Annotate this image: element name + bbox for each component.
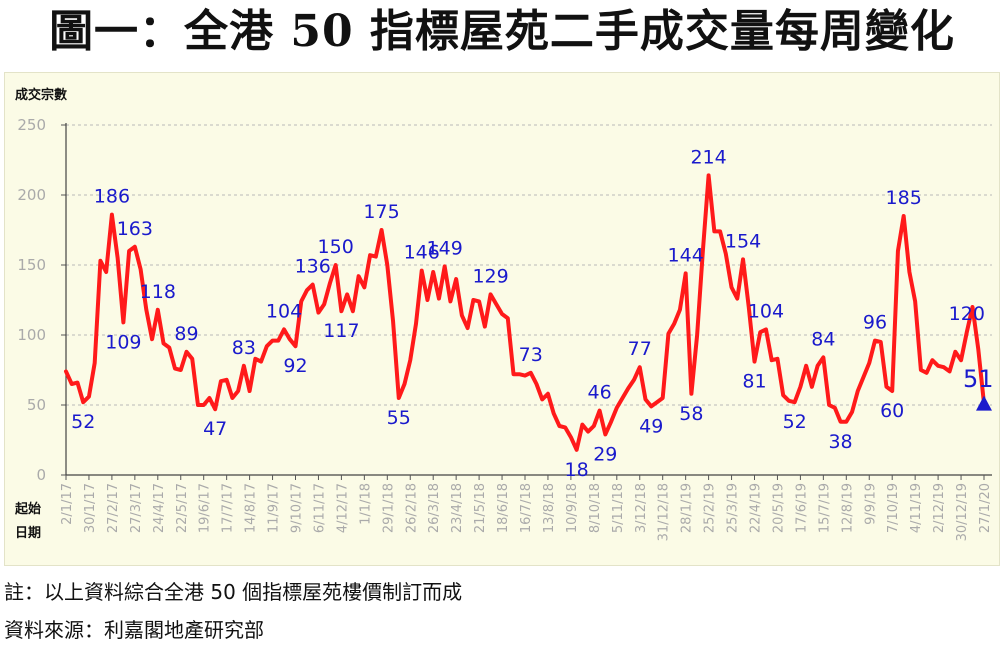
data-label: 52 (71, 411, 95, 433)
data-label: 58 (679, 403, 703, 425)
x-tick-label: 9/10/17 (290, 483, 305, 533)
y-tick-label: 100 (17, 326, 46, 344)
line-chart: 成交宗數 0 50 100 150 200 250 2/1/17 30/1/17 27/2/17 2… (14, 87, 994, 541)
x-tick-label: 20/5/19 (771, 483, 786, 533)
x-tick-label: 27/2/17 (106, 483, 121, 533)
x-tick-label: 18/6/18 (496, 483, 511, 533)
y-tick-label: 0 (36, 466, 46, 484)
x-tick-label: 7/10/19 (886, 483, 901, 533)
x-tick-label: 3/12/18 (634, 483, 649, 533)
x-tick-label: 1/1/18 (358, 483, 373, 525)
y-tick-label: 150 (17, 256, 46, 274)
x-tick-label: 6/11/17 (312, 483, 327, 533)
x-tick-label: 2/12/19 (932, 483, 947, 533)
data-label: 104 (748, 300, 784, 322)
y-tick-label: 250 (17, 116, 46, 134)
x-tick-label: 11/9/17 (267, 483, 282, 533)
data-label: 81 (742, 371, 766, 393)
data-label: 47 (203, 418, 227, 440)
data-label: 136 (295, 256, 331, 278)
data-label: 149 (427, 237, 463, 259)
x-tick-label: 14/8/17 (244, 483, 259, 533)
y-tick-label: 50 (27, 396, 46, 414)
x-tick-label: 9/9/19 (863, 483, 878, 525)
data-label: 52 (783, 411, 807, 433)
data-label: 163 (117, 218, 153, 240)
x-tick-label: 17/6/19 (794, 483, 809, 533)
data-label: 129 (472, 265, 508, 287)
x-tick-label: 23/4/18 (450, 483, 465, 533)
data-label: 49 (639, 415, 663, 437)
x-tick-label: 24/4/17 (152, 483, 167, 533)
x-tick-label: 8/10/18 (588, 483, 603, 533)
x-tick-label: 17/7/17 (221, 483, 236, 533)
data-label: 60 (880, 400, 904, 422)
x-tick-label: 27/1/20 (978, 483, 993, 533)
data-label: 117 (323, 320, 359, 342)
x-tick-label: 12/8/19 (840, 483, 855, 533)
data-label: 150 (318, 236, 354, 258)
data-label: 38 (828, 431, 852, 453)
x-tick-label: 30/12/19 (955, 483, 970, 541)
x-tick-label: 4/11/19 (909, 483, 924, 533)
x-tick-label: 30/1/17 (83, 483, 98, 533)
data-label: 118 (140, 281, 176, 303)
data-label: 96 (863, 312, 887, 334)
data-label: 84 (811, 328, 835, 350)
data-label: 55 (387, 407, 411, 429)
x-tick-label: 5/11/18 (611, 483, 626, 533)
x-tick-label: 26/2/18 (404, 483, 419, 533)
data-label: 146 (404, 242, 440, 264)
x-tick-label: 13/8/18 (542, 483, 557, 533)
y-axis-title: 成交宗數 (15, 87, 67, 103)
last-point-marker (976, 395, 992, 411)
x-tick-label: 31/12/18 (657, 483, 672, 541)
data-label: 154 (725, 230, 761, 252)
x-tick-label: 28/1/19 (680, 483, 695, 533)
x-tick-label: 25/2/19 (703, 483, 718, 533)
x-tick-label: 16/7/18 (519, 483, 534, 533)
x-tick-label: 19/6/17 (198, 483, 213, 533)
x-tick-label: 15/7/19 (817, 483, 832, 533)
y-tick-label: 200 (17, 186, 46, 204)
x-tick-label: 4/12/17 (335, 483, 350, 533)
x-tick-label: 26/3/18 (427, 483, 442, 533)
data-label: 83 (232, 337, 256, 359)
chart-title: 圖一：全港 50 指標屋苑二手成交量每周變化 (49, 6, 955, 57)
data-label: 51 (963, 365, 994, 393)
data-label: 175 (363, 201, 399, 223)
x-axis-title: 日期 (15, 526, 41, 541)
data-label: 29 (593, 443, 617, 465)
x-tick-label: 10/9/18 (565, 483, 580, 533)
x-tick-label: 2/1/17 (60, 483, 75, 525)
data-label: 214 (690, 146, 726, 168)
data-label: 18 (565, 459, 589, 481)
x-tick-label: 22/4/19 (749, 483, 764, 533)
data-label: 73 (519, 344, 543, 366)
data-label: 89 (174, 323, 198, 345)
chart-area: 成交宗數 0 50 100 150 200 250 2/1/17 30/1/17 27/2/17 2… (4, 72, 1000, 566)
x-tick-label: 29/1/18 (381, 483, 396, 533)
data-label: 104 (266, 300, 302, 322)
x-tick-label: 27/3/17 (129, 483, 144, 533)
series-line (64, 173, 986, 452)
data-label: 120 (949, 303, 985, 325)
data-label: 186 (94, 186, 130, 208)
x-tick-label: 21/5/18 (473, 483, 488, 533)
x-tick-label: 22/5/17 (175, 483, 190, 533)
source-note: 資料來源：利嘉閣地產研究部 (4, 618, 264, 642)
data-label: 92 (283, 355, 307, 377)
footnote: 註：以上資料綜合全港 50 個指標屋苑樓價制訂而成 (4, 580, 463, 604)
data-label: 77 (628, 338, 652, 360)
data-label: 144 (668, 244, 704, 266)
data-label: 185 (886, 187, 922, 209)
data-label: 46 (587, 382, 611, 404)
x-axis-title: 起始 (14, 501, 41, 517)
data-label: 109 (105, 331, 141, 353)
x-tick-label: 25/3/19 (726, 483, 741, 533)
